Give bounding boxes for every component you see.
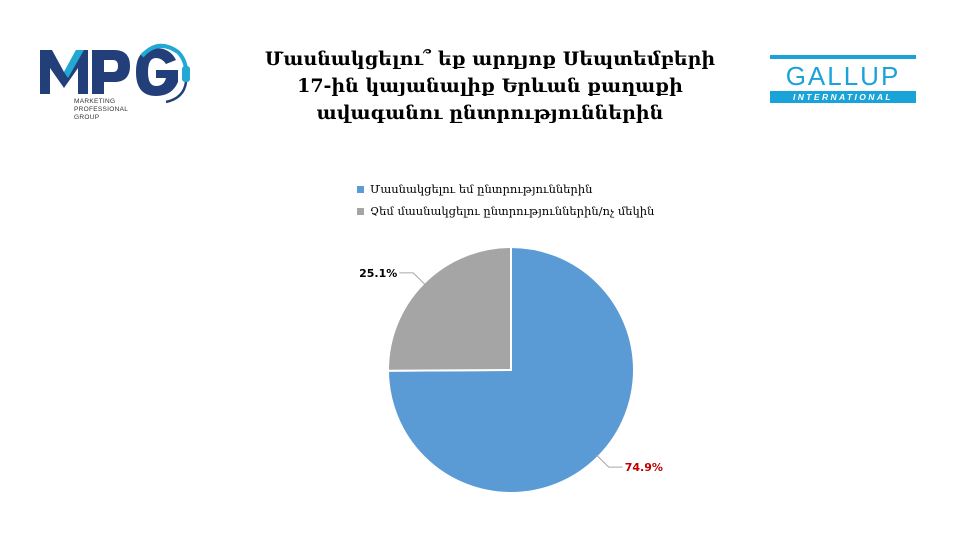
chart-title-line: 17-ին կայանալիք Երևան քաղաքի — [297, 75, 683, 97]
chart-title-line: Մասնակցելու՞ եք արդյոք Սեպտեմբերի — [264, 48, 716, 70]
mpg-subtitle-line: PROFESSIONAL — [74, 106, 129, 113]
legend-label: Մասնակցելու եմ ընտրություններին — [370, 182, 593, 196]
legend-item: Մասնակցելու եմ ընտրություններին — [357, 178, 654, 200]
gallup-subtitle: INTERNATIONAL — [770, 91, 916, 103]
gallup-wordmark: GALLUP — [785, 61, 901, 91]
mpg-logo: MARKETING PROFESSIONAL GROUP — [38, 36, 198, 136]
legend-swatch — [357, 207, 364, 215]
chart-title: Մասնակցելու՞ եք արդյոք Սեպտեմբերի 17-ին … — [250, 46, 730, 127]
mpg-subtitle-line: GROUP — [74, 114, 100, 121]
legend-item: Չեմ մասնակցելու ընտրություններին/ոչ մեկի… — [357, 200, 654, 222]
data-label: 25.1% — [359, 267, 397, 280]
mpg-subtitle-line: MARKETING — [74, 98, 116, 105]
label-leader-line — [596, 454, 623, 468]
pie-slice — [387, 245, 512, 372]
label-leader-line — [399, 272, 426, 286]
gallup-top-line — [770, 55, 916, 59]
chart-legend: Մասնակցելու եմ ընտրություններին Չեմ մասն… — [357, 178, 654, 222]
legend-swatch — [357, 185, 364, 193]
legend-label: Չեմ մասնակցելու ընտրություններին/ոչ մեկի… — [370, 204, 655, 218]
gallup-logo: GALLUP INTERNATIONAL — [770, 55, 916, 105]
data-label: 74.9% — [625, 461, 663, 474]
mpg-logo-mark — [40, 44, 190, 104]
chart-title-line: ավագանու ընտրություններին — [316, 102, 664, 124]
mpg-subtitle: MARKETING PROFESSIONAL GROUP — [74, 98, 128, 122]
